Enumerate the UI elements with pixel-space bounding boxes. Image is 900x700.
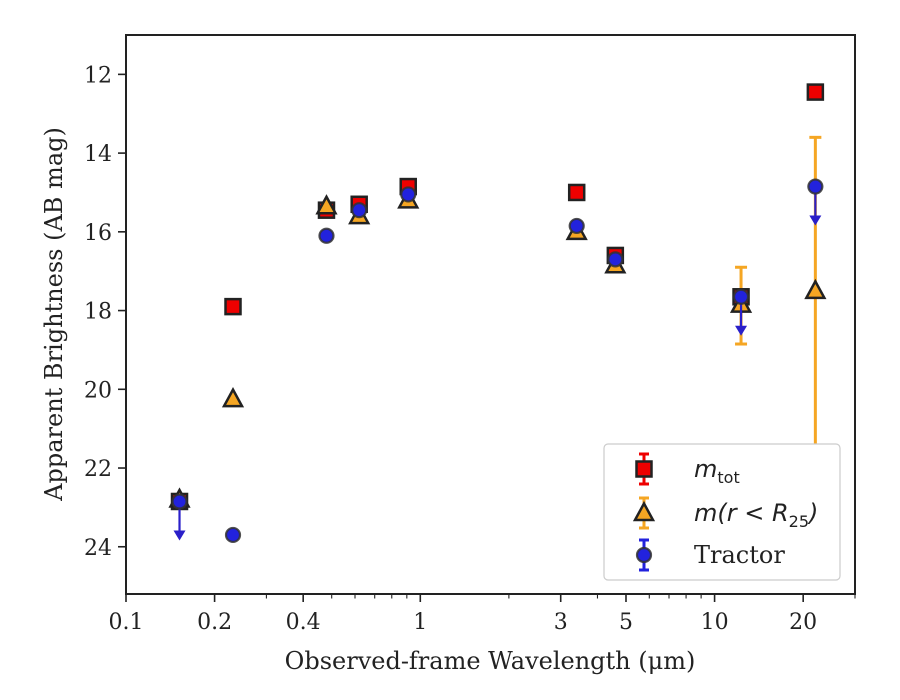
y-tick-label: 20: [84, 378, 112, 403]
y-tick-label: 16: [84, 221, 112, 246]
tractor-point: [807, 178, 824, 195]
y-tick-label: 18: [84, 300, 112, 325]
legend-box: [603, 443, 841, 581]
m-tot-point: [224, 297, 242, 316]
m-tot-point: [806, 83, 825, 101]
arrow-head: [809, 215, 822, 226]
legend-label: mtot: [694, 455, 740, 487]
x-tick-label: 5: [619, 610, 633, 635]
x-tick-label: 20: [789, 610, 817, 635]
legend-label: Tractor: [694, 541, 785, 569]
tractor-point: [732, 288, 750, 305]
tractor-point: [400, 186, 417, 203]
tractor-point: [351, 202, 368, 219]
x-tick-label: 0.2: [197, 610, 232, 635]
x-tick-label: 10: [701, 610, 729, 635]
m-r25-point: [221, 387, 245, 408]
y-tick-label: 14: [84, 142, 112, 167]
legend-label: m(r < R25): [694, 499, 818, 531]
x-tick-label: 0.1: [109, 610, 144, 635]
y-tick-label: 24: [84, 536, 112, 561]
tractor-point: [568, 217, 585, 235]
arrow-head: [735, 325, 748, 336]
tractor-point: [171, 493, 188, 510]
m-r25-point: [315, 194, 338, 215]
axis-ticks: 0.1 0.2 0.4 1 3 5 10 20 12 14 16 18 20 22 24: [84, 63, 856, 635]
legend: mtot m(r < R25) Tractor: [603, 443, 841, 581]
legend-entry: mtot: [635, 452, 740, 487]
x-tick-label: 1: [413, 610, 427, 635]
upper-limit-arrows: [171, 178, 824, 544]
legend-marker-triangle: [632, 500, 656, 522]
x-axis-label: Observed-frame Wavelength (μm): [285, 647, 696, 675]
x-tick-label: 3: [554, 610, 568, 635]
y-axis-label: Apparent Brightness (AB mag): [40, 127, 68, 502]
y-tick-label: 12: [84, 63, 112, 88]
x-tick-label: 0.4: [286, 610, 321, 635]
legend-marker-circle: [635, 546, 653, 564]
tractor-point: [224, 526, 242, 544]
legend-marker-square: [635, 460, 653, 478]
arrow-head: [173, 530, 186, 541]
y-tick-label: 22: [84, 457, 112, 482]
tractor-point: [607, 251, 624, 268]
legend-entry: m(r < R25): [632, 496, 818, 531]
plot-frame: [125, 34, 856, 595]
legend-entry: Tractor: [635, 538, 785, 572]
m-r25-point: [804, 278, 827, 300]
m-tot-point: [567, 183, 586, 202]
tractor-point: [318, 227, 335, 244]
